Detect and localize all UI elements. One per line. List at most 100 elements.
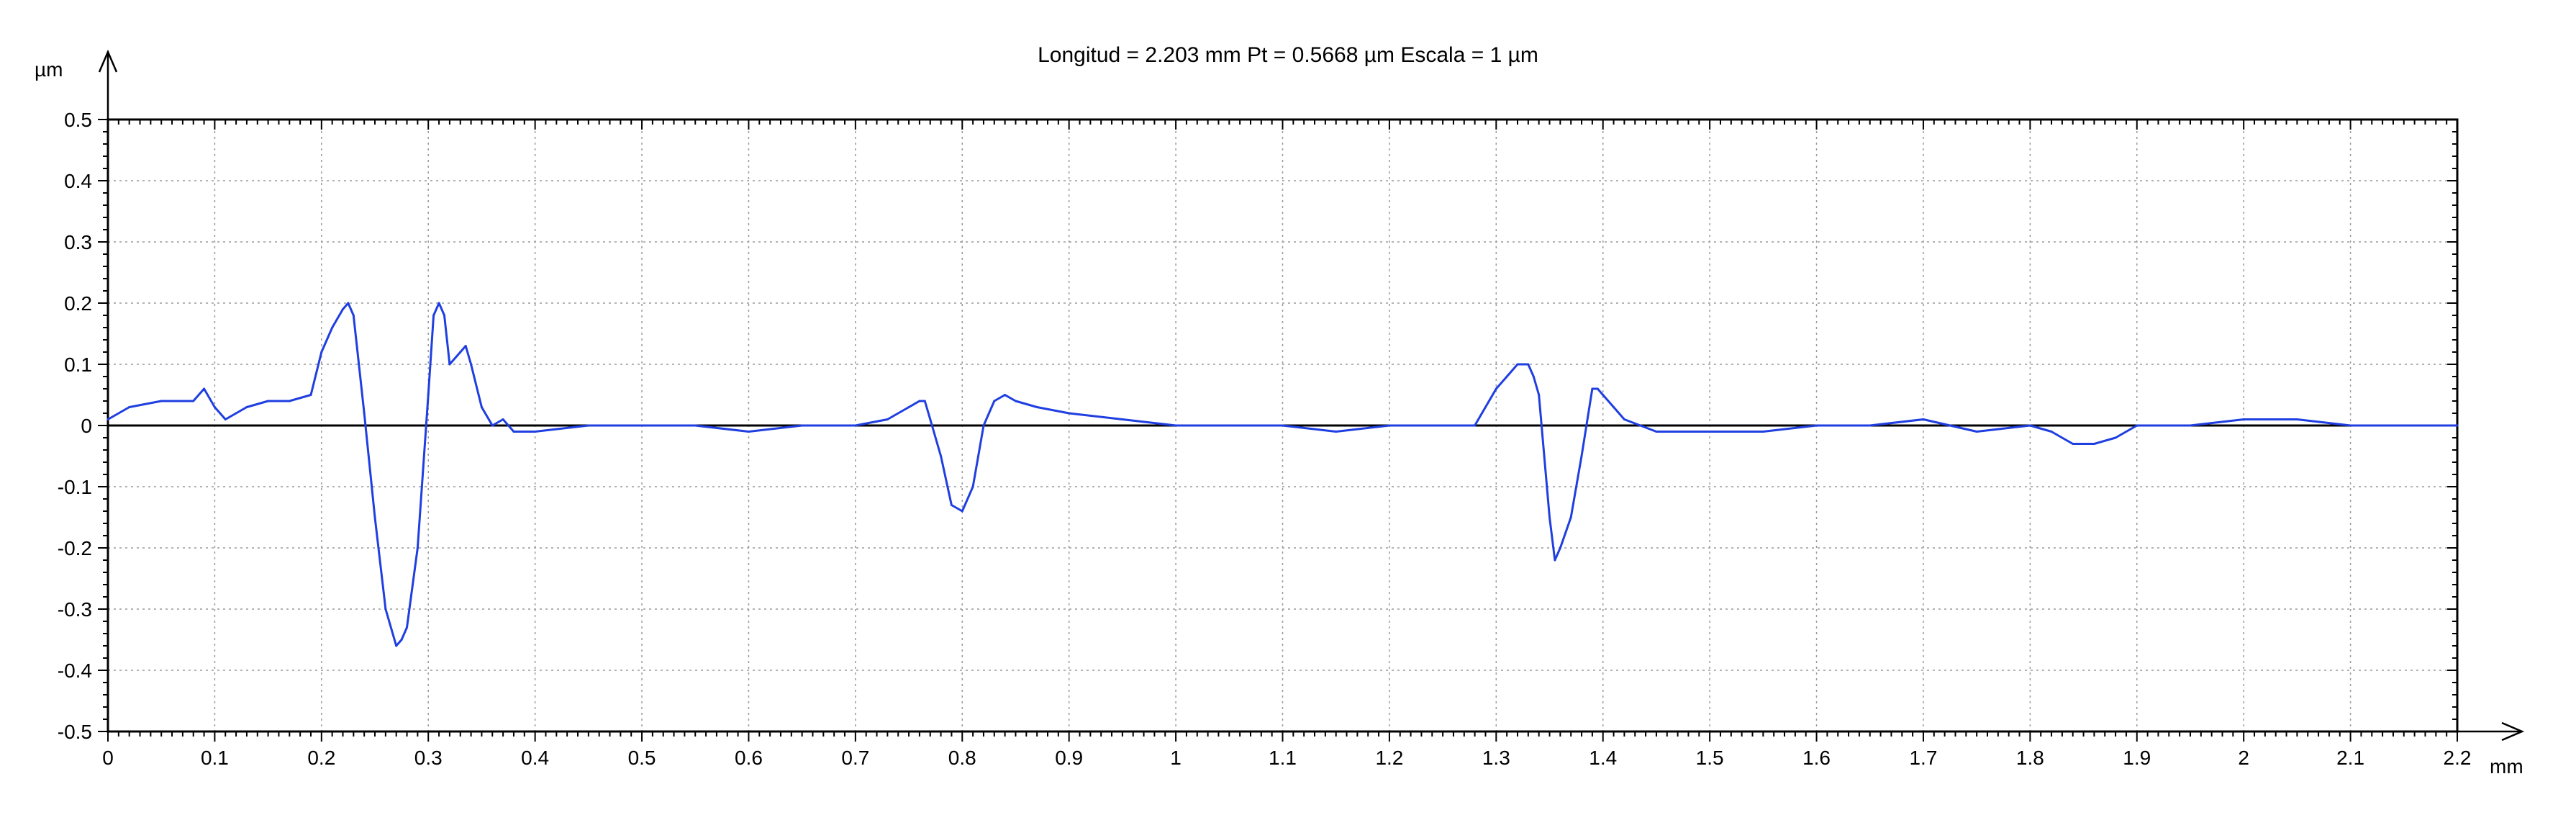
- x-tick-label: 1.5: [1696, 747, 1724, 769]
- x-tick-label: 1.3: [1482, 747, 1510, 769]
- y-axis-unit-label: µm: [35, 58, 63, 81]
- x-tick-label: 2.2: [2444, 747, 2472, 769]
- data-point: [309, 394, 312, 396]
- data-point: [929, 418, 932, 420]
- data-point: [512, 431, 515, 433]
- data-point: [1569, 516, 1572, 518]
- data-point: [1596, 387, 1599, 390]
- y-tick-label: 0.2: [64, 292, 92, 315]
- data-point: [106, 418, 109, 420]
- data-point: [907, 406, 910, 408]
- data-point: [1591, 387, 1594, 390]
- data-point: [2092, 443, 2095, 445]
- data-point: [1922, 418, 1925, 420]
- data-point: [2242, 418, 2245, 420]
- data-point: [400, 639, 403, 641]
- data-point: [1527, 363, 1530, 366]
- data-point: [2189, 424, 2192, 427]
- x-tick-label: 2.1: [2336, 747, 2364, 769]
- x-tick-label: 0.1: [201, 747, 229, 769]
- data-point: [224, 418, 227, 420]
- data-point: [363, 412, 366, 415]
- data-point: [1014, 400, 1017, 402]
- data-point: [2072, 443, 2074, 445]
- data-point: [448, 363, 451, 366]
- data-point: [320, 351, 323, 354]
- y-tick-label: -0.1: [58, 476, 92, 498]
- data-point: [940, 455, 943, 457]
- data-point: [373, 516, 376, 518]
- data-point: [352, 314, 355, 317]
- x-tick-label: 0.7: [841, 747, 869, 769]
- y-tick-label: 0.4: [64, 170, 92, 192]
- data-point: [288, 400, 291, 402]
- data-point: [459, 351, 462, 354]
- y-tick-label: 0.1: [64, 354, 92, 376]
- data-point: [587, 424, 590, 427]
- data-point: [1548, 516, 1551, 518]
- y-tick-label: -0.4: [58, 659, 92, 682]
- chart-title: Longitud = 2.203 mm Pt = 0.5668 µm Escal…: [1038, 43, 1538, 67]
- data-point: [384, 608, 387, 611]
- x-tick-label: 0.5: [628, 747, 656, 769]
- data-point: [801, 424, 804, 427]
- data-point: [534, 431, 537, 433]
- data-point: [502, 418, 504, 420]
- data-point: [1815, 424, 1818, 427]
- data-point: [1174, 424, 1177, 427]
- data-point: [480, 406, 483, 408]
- data-point: [1613, 406, 1615, 408]
- data-point: [1554, 559, 1556, 562]
- data-point: [2403, 424, 2405, 427]
- data-point: [395, 644, 398, 647]
- data-point: [918, 400, 921, 402]
- y-tick-label: 0: [81, 415, 92, 437]
- axes: [98, 49, 2525, 742]
- x-tick-label: 1.8: [2016, 747, 2044, 769]
- x-tick-label: 1.6: [1802, 747, 1831, 769]
- x-tick-label: 0.4: [521, 747, 549, 769]
- data-point: [854, 424, 857, 427]
- x-tick-label: 1.9: [2123, 747, 2151, 769]
- data-point: [427, 394, 430, 396]
- data-point: [640, 424, 643, 427]
- data-point: [1035, 406, 1038, 408]
- data-point: [331, 326, 334, 329]
- data-point: [982, 424, 985, 427]
- data-point: [443, 314, 445, 317]
- data-point: [213, 406, 216, 408]
- data-point: [1474, 424, 1477, 427]
- data-point: [1282, 424, 1284, 427]
- data-point: [245, 406, 248, 408]
- data-point: [1543, 455, 1546, 457]
- x-tick-label: 1.2: [1375, 747, 1403, 769]
- x-tick-label: 0: [102, 747, 114, 769]
- data-point: [1538, 394, 1541, 396]
- x-tick-label: 1.7: [1909, 747, 1937, 769]
- x-tick-label: 0.8: [948, 747, 976, 769]
- data-point: [342, 308, 344, 310]
- data-point: [1228, 424, 1230, 427]
- series-layer: [106, 302, 2459, 647]
- y-tick-label: -0.5: [58, 721, 92, 743]
- data-point: [235, 412, 237, 415]
- data-point: [416, 546, 419, 549]
- data-point: [1580, 455, 1583, 457]
- data-point: [2295, 418, 2298, 420]
- x-tick-label: 2: [2238, 747, 2249, 769]
- data-point: [406, 626, 409, 629]
- y-tick-label: -0.3: [58, 598, 92, 621]
- data-point: [1505, 375, 1508, 378]
- data-point: [747, 431, 750, 433]
- data-point: [961, 510, 963, 513]
- data-point: [1516, 363, 1519, 366]
- data-point: [1335, 431, 1338, 433]
- data-point: [1602, 394, 1605, 396]
- data-point: [694, 424, 697, 427]
- data-point: [1975, 431, 1978, 433]
- y-tick-label: 0.5: [64, 109, 92, 131]
- data-point: [1623, 418, 1625, 420]
- x-tick-label: 0.2: [307, 747, 335, 769]
- x-tick-label: 1: [1170, 747, 1182, 769]
